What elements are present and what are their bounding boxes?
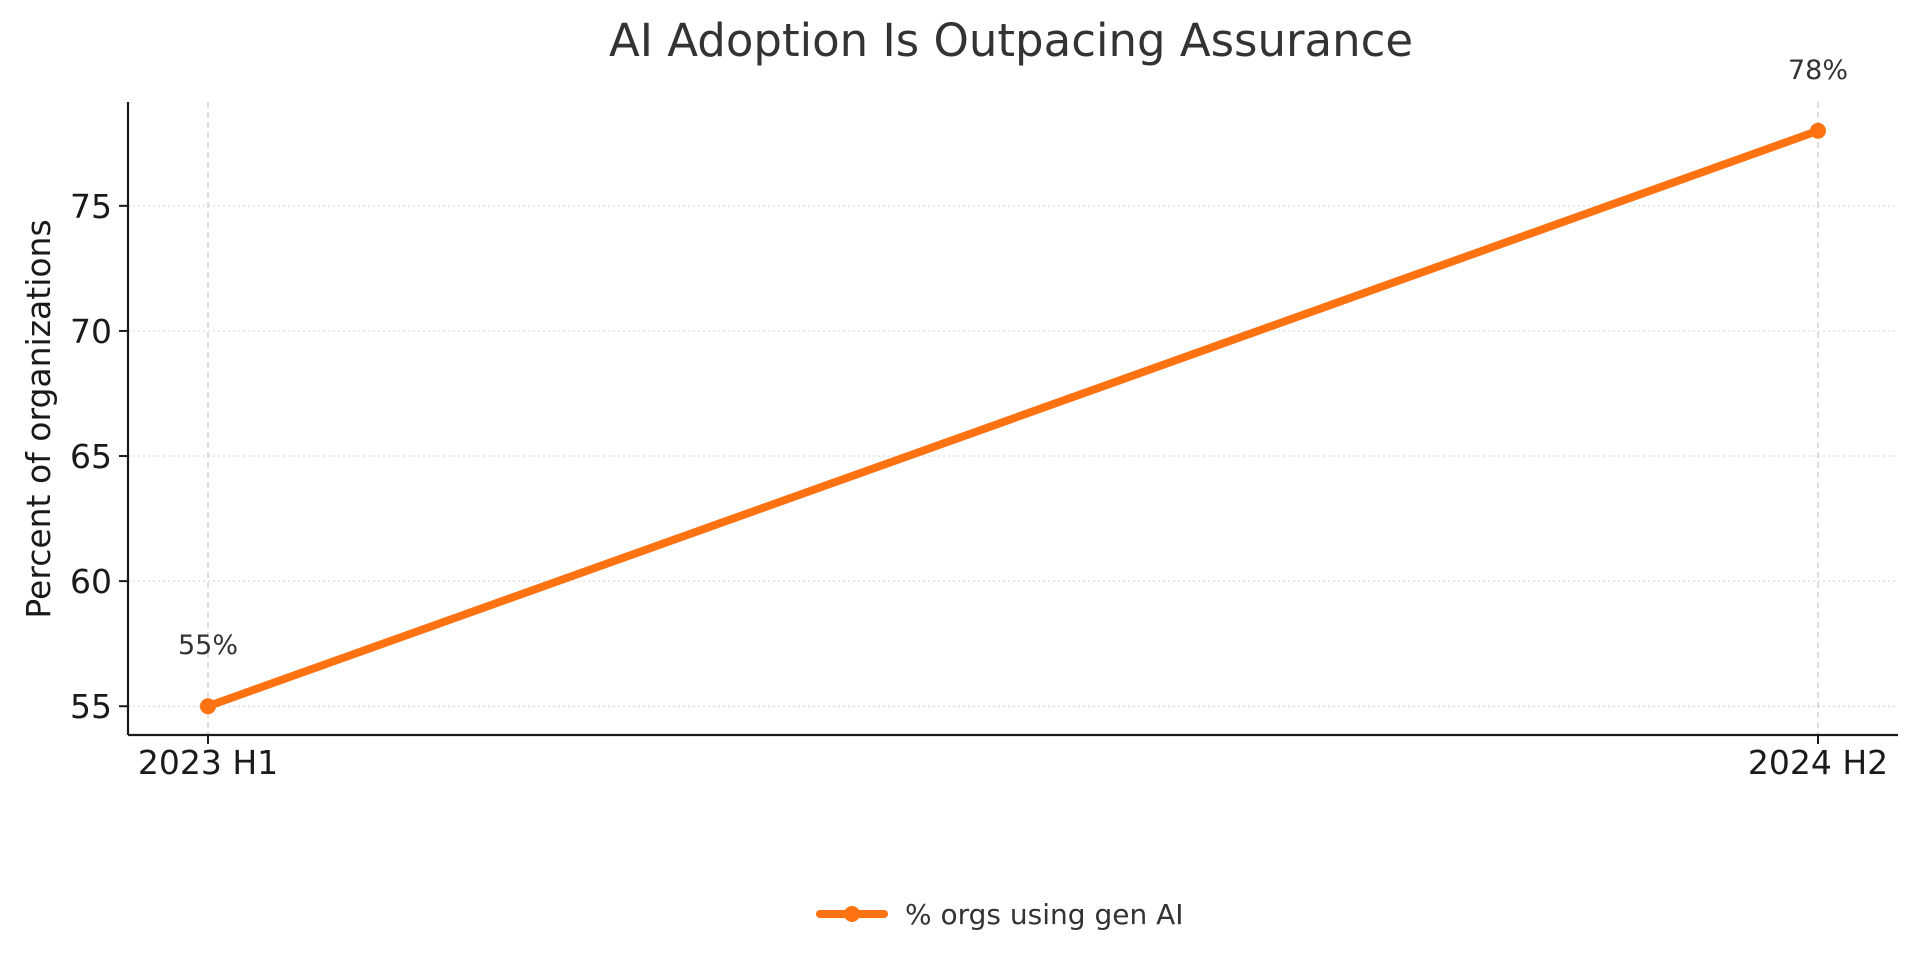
- chart-title: AI Adoption Is Outpacing Assurance: [609, 14, 1413, 67]
- y-tick-label: 55: [70, 687, 112, 726]
- data-point: [1810, 122, 1826, 139]
- data-label: 55%: [178, 630, 238, 661]
- legend-marker-swatch: [844, 906, 860, 922]
- y-tick-label: 65: [70, 437, 112, 476]
- x-tick-label: 2024 H2: [1748, 743, 1888, 782]
- series-layer: 55% 78%: [178, 55, 1848, 715]
- data-label: 78%: [1788, 55, 1848, 86]
- y-tick-label: 60: [70, 562, 112, 601]
- axes: [126, 102, 1898, 737]
- axis-ticks: 55 60 65 70 75 2023 H1 2024 H2: [70, 187, 1888, 782]
- legend: % orgs using gen AI: [816, 898, 1184, 931]
- x-tick-label: 2023 H1: [138, 743, 278, 782]
- legend-label: % orgs using gen AI: [905, 898, 1184, 931]
- y-tick-label: 75: [70, 187, 112, 226]
- y-axis-label: Percent of organizations: [19, 219, 58, 618]
- y-tick-label: 70: [70, 312, 112, 351]
- series-line: [204, 126, 1822, 711]
- grid-lines: [128, 102, 1898, 735]
- data-point: [200, 698, 216, 715]
